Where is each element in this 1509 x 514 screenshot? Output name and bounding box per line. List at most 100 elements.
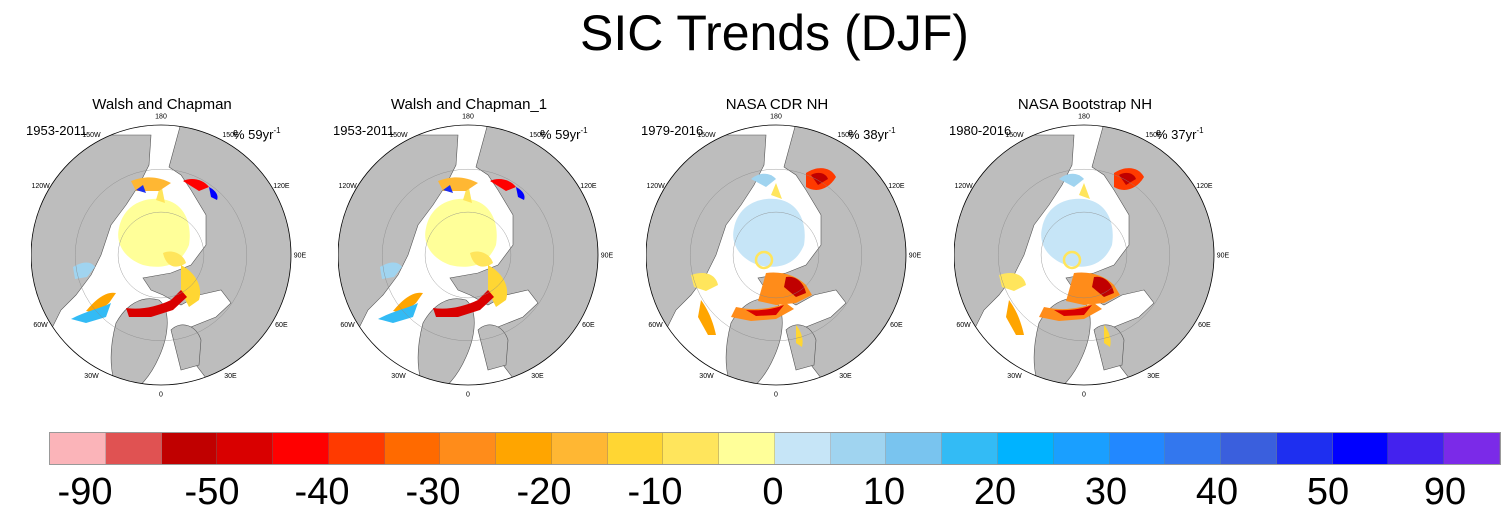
colorbar-tick-label: -40 [294,471,350,513]
land-mass [170,324,202,371]
colorbar-cell [105,433,162,464]
longitude-label: 60W [648,322,663,329]
longitude-label: 60E [582,322,595,329]
longitude-label: 150W [389,132,408,139]
colorbar-cell [663,433,720,464]
colorbar-tick-label: 50 [1306,471,1350,513]
longitude-label: 150E [837,132,854,139]
colorbar-cell [440,433,497,464]
rate-exponent: -1 [273,126,281,135]
map-boundary [31,124,292,386]
longitude-label: 150W [82,132,101,139]
rate-exponent: -1 [888,126,896,135]
map-boundary [954,124,1215,386]
colorbar-cell [50,433,106,464]
colorbar-tick-label: 90 [1423,471,1467,513]
sic-trend-field [71,177,218,323]
rate-prefix: % 59yr [540,127,581,142]
colorbar-cell [1388,433,1445,464]
map-panel: 180150E120E90E60E30E030W60W90W120W150WWa… [26,95,331,415]
longitude-label: 150E [222,132,239,139]
sic-trend-field [999,168,1144,347]
panel-rate: % 37yr-1 [1156,123,1204,143]
colorbar-tick-label: 40 [1195,471,1239,513]
rate-prefix: % 38yr [848,127,889,142]
colorbar-cell [719,433,775,464]
map-panel: 180150E120E90E60E30E030W60W90W120W150WNA… [641,95,946,415]
longitude-label: 120W [646,183,665,190]
longitude-label: 60E [890,322,903,329]
rate-exponent: -1 [580,126,588,135]
longitude-label: 30W [84,373,99,380]
rate-prefix: % 37yr [1156,127,1197,142]
longitude-label: 120W [954,183,973,190]
longitude-label: 150E [1145,132,1162,139]
panel-title: NASA CDR NH [725,96,829,113]
colorbar-tick-label: -20 [516,471,572,513]
colorbar-cell [886,433,943,464]
graticule [997,168,1171,342]
sic-trend-field [691,168,836,347]
longitude-label: 30W [1007,373,1022,380]
longitude-label: 30E [531,373,544,380]
colorbar-tick-label: -10 [627,471,683,513]
longitude-label: 120W [31,183,50,190]
longitude-label: 60E [275,322,288,329]
panel-rate: % 38yr-1 [848,123,896,143]
longitude-label: 180 [155,114,167,121]
longitude-label: 60W [956,322,971,329]
colorbar-tick-label: 10 [862,471,906,513]
longitude-label: 150E [529,132,546,139]
colorbar-cell [1109,433,1166,464]
colorbar-cell [1221,433,1277,464]
longitude-label: 180 [770,114,782,121]
polar-map: 180150E120E90E60E30E030W60W90W120W150W [646,114,922,399]
colorbar-tick-label: -30 [405,471,461,513]
longitude-label: 150W [697,132,716,139]
rate-prefix: % 59yr [233,127,274,142]
longitude-label: 30W [699,373,714,380]
colorbar-cell [998,433,1054,464]
colorbar-tick-label: 30 [1084,471,1128,513]
longitude-label: 0 [466,392,470,399]
main-title: SIC Trends (DJF) [580,5,969,61]
colorbar-cell [551,433,608,464]
panel-period: 1953-2011 [26,123,88,138]
longitude-label: 120E [580,183,597,190]
longitude-label: 90E [601,253,614,260]
colorbar-cell [1165,433,1222,464]
land-mass [1093,324,1125,371]
colorbar-cell [496,433,552,464]
longitude-label: 30E [224,373,237,380]
longitude-label: 120E [888,183,905,190]
colorbar-tick-label: -90 [57,471,113,513]
longitude-label: 90E [909,253,922,260]
panel-title: Walsh and Chapman_1 [390,96,548,113]
longitude-label: 120E [1196,183,1213,190]
colorbar-cell [217,433,274,464]
graticule [381,168,555,342]
panel-period: 1953-2011 [333,123,395,138]
sic-trend-field [378,177,525,323]
graticule [74,168,248,342]
longitude-label: 60E [1198,322,1211,329]
colorbar-cell [1276,433,1333,464]
longitude-label: 30E [1147,373,1160,380]
land-mass [785,324,817,371]
longitude-label: 90E [1217,253,1230,260]
panel-title: NASA Bootstrap NH [1017,96,1153,113]
longitude-label: 150W [1005,132,1024,139]
colorbar-tick-label: -50 [184,471,240,513]
polar-map: 180150E120E90E60E30E030W60W90W120W150W [954,114,1230,399]
longitude-label: 60W [33,322,48,329]
map-boundary [338,124,599,386]
colorbar [49,432,1501,465]
colorbar-cell [1444,433,1500,464]
colorbar-cell [942,433,999,464]
longitude-label: 0 [774,392,778,399]
panel-rate: % 59yr-1 [540,123,588,143]
polar-map: 180150E120E90E60E30E030W60W90W120W150W [31,114,307,399]
colorbar-cell [1053,433,1110,464]
colorbar-cell [328,433,385,464]
colorbar-tick-label: 20 [973,471,1017,513]
